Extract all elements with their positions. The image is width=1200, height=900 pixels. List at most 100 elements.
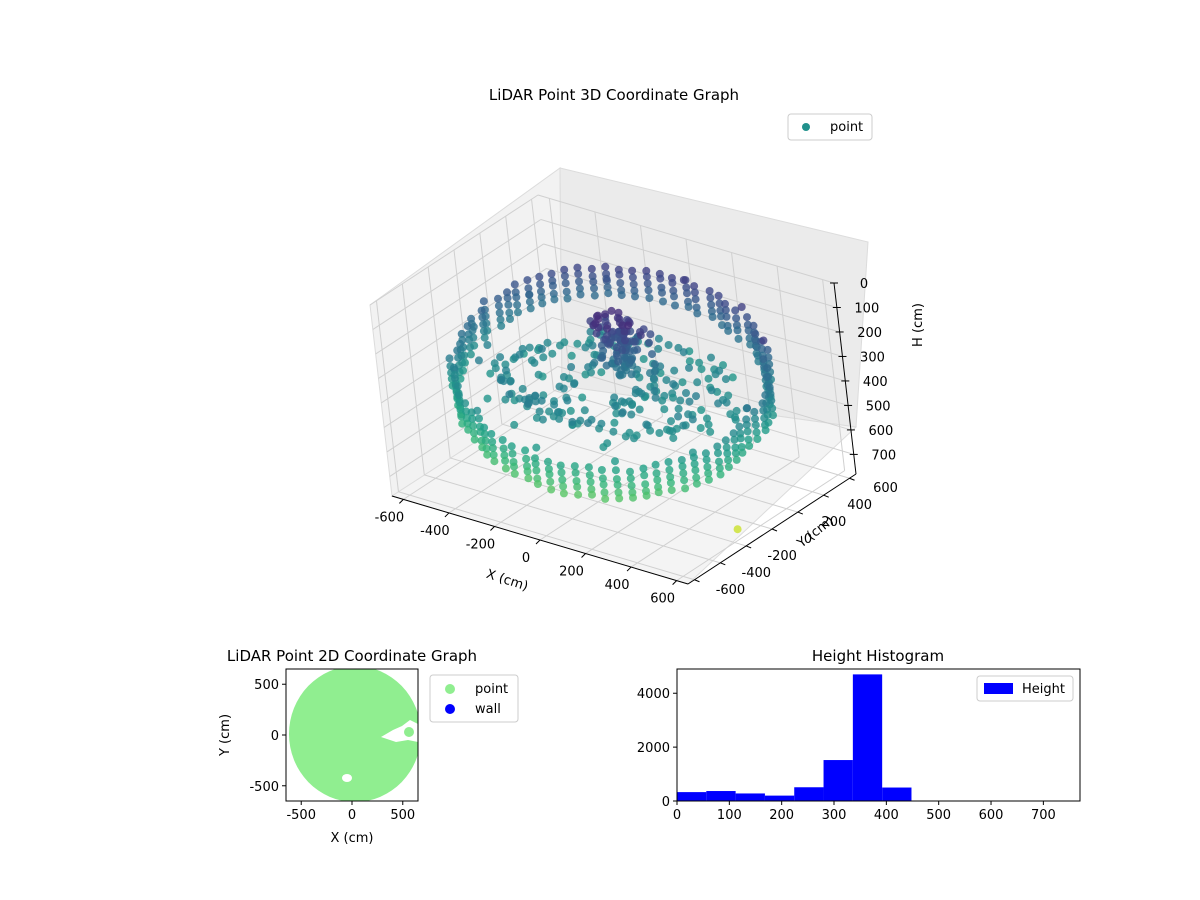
point-3d	[683, 289, 691, 298]
point-3d	[745, 441, 754, 450]
point-3d	[483, 450, 492, 459]
point-3d	[601, 262, 610, 271]
point-3d	[693, 378, 702, 387]
point-3d	[642, 272, 651, 281]
z-axis-line-3d	[833, 282, 857, 475]
point-3d	[524, 474, 533, 483]
point-3d	[670, 292, 678, 301]
point-3d	[631, 389, 640, 398]
axes-3d: -600-400-2000200400600-600-400-200020040…	[375, 277, 898, 607]
point-3d	[704, 469, 713, 478]
point-3d	[654, 334, 663, 343]
point-3d	[761, 391, 770, 400]
x-tick-label-3d: 600	[650, 592, 675, 607]
point-3d	[617, 397, 626, 406]
point-3d	[751, 421, 760, 430]
legend-2d: point wall	[429, 674, 519, 723]
point-3d	[524, 284, 533, 293]
point-3d	[479, 320, 488, 329]
point-3d	[603, 324, 611, 333]
point-3d	[537, 293, 546, 302]
point-3d	[714, 449, 722, 458]
chart-2d: LiDAR Point 2D Coordinate Graph -500 0 500…	[218, 647, 519, 846]
point-3d	[521, 446, 530, 455]
grid-line	[501, 423, 798, 513]
point-3d	[567, 363, 576, 371]
point-3d	[721, 436, 730, 445]
histogram-frame	[676, 668, 1081, 802]
point-3d	[667, 486, 676, 495]
legend-3d-frame	[787, 113, 873, 141]
point-3d	[474, 356, 483, 365]
point-3d	[532, 466, 541, 475]
point-3d	[525, 343, 534, 352]
histogram-bar	[706, 791, 736, 801]
point-3d	[678, 378, 687, 387]
point-3d	[547, 269, 556, 278]
point-3d	[692, 473, 701, 482]
point-3d	[453, 382, 462, 391]
point-3d	[692, 303, 701, 312]
point-3d	[649, 374, 658, 383]
grid-line	[557, 365, 854, 455]
point-3d	[518, 384, 527, 393]
point-3d	[724, 456, 733, 465]
point-3d	[631, 292, 639, 301]
legend-2d-wall-marker	[445, 704, 455, 714]
point-3d	[758, 399, 767, 408]
x-tick-label-2d: -500	[286, 808, 316, 823]
grid-line	[372, 219, 542, 330]
point-3d	[537, 396, 546, 405]
point-3d	[598, 474, 607, 483]
point-3d	[615, 370, 624, 379]
point-3d	[526, 304, 535, 313]
grid-line	[731, 252, 755, 444]
y-tick-label-3d: 200	[821, 515, 846, 530]
point-3d	[535, 407, 544, 416]
point-3d	[612, 409, 621, 418]
grid-line	[386, 341, 556, 453]
point-3d	[468, 414, 477, 423]
point-3d	[469, 421, 478, 430]
point-3d	[721, 375, 730, 384]
point-3d	[639, 355, 648, 363]
point-3d	[642, 266, 651, 275]
point-3d	[601, 494, 610, 503]
point-3d	[461, 399, 470, 408]
point-3d	[685, 357, 694, 366]
z-axis-label-3d: H (cm)	[911, 303, 926, 347]
point-3d	[646, 330, 655, 339]
point-3d	[576, 290, 585, 299]
point-3d	[559, 489, 568, 498]
point-3d	[762, 373, 771, 381]
point-3d	[636, 331, 645, 340]
point-3d	[482, 444, 491, 453]
point-3d	[501, 456, 510, 465]
point-3d	[760, 414, 769, 423]
histogram-bar	[764, 795, 795, 801]
point-3d	[707, 386, 716, 395]
point-3d	[640, 471, 649, 480]
histogram-bar	[794, 787, 824, 801]
point-3d	[704, 374, 713, 383]
point-3d	[562, 287, 571, 296]
point-3d	[620, 353, 629, 362]
point-3d	[480, 423, 489, 432]
legend-2d-point-label: point	[475, 682, 508, 697]
z-tick-label-3d: 600	[869, 424, 894, 439]
z-tick-label-3d: 500	[866, 399, 891, 414]
point-3d	[621, 432, 630, 441]
point-3d	[501, 464, 510, 473]
point-3d	[602, 361, 611, 370]
point-3d	[590, 358, 599, 367]
point-3d	[590, 291, 599, 300]
point-3d	[477, 306, 486, 315]
point-3d	[677, 456, 686, 464]
point-3d	[523, 276, 532, 285]
point-3d	[665, 465, 674, 474]
point-3d	[731, 415, 740, 424]
point-3d	[611, 402, 620, 410]
point-3d	[693, 309, 702, 318]
point-3d	[491, 364, 500, 373]
point-3d	[666, 478, 675, 487]
